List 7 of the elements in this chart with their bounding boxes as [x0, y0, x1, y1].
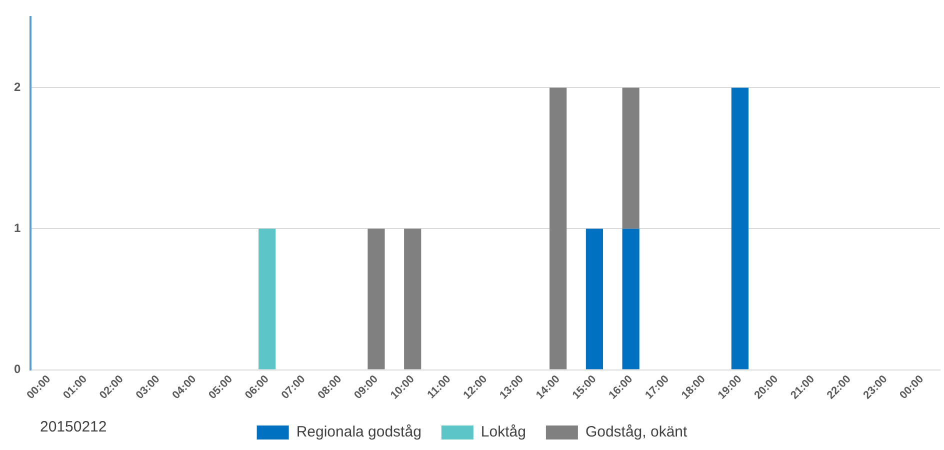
legend-label: Godståg, okänt: [585, 424, 688, 441]
y-tick-label: 2: [14, 80, 21, 94]
y-tick-label: 1: [14, 221, 21, 236]
y-tick-label: 0: [14, 362, 21, 376]
legend-label: Loktåg: [480, 424, 526, 441]
legend-label: Regionala godståg: [296, 424, 422, 441]
text: 20150212: [40, 418, 107, 436]
